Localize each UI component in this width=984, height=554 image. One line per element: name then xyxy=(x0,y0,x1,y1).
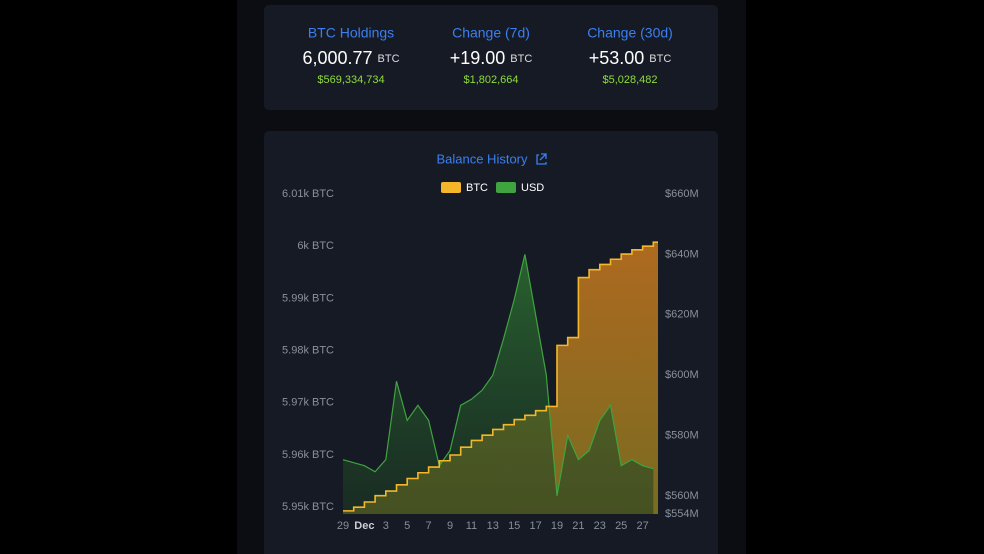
legend-label: BTC xyxy=(466,182,488,194)
value: 6,000.77 xyxy=(302,48,372,68)
y-tick-label: 5.95k BTC xyxy=(282,501,334,513)
x-tick-label: 25 xyxy=(615,520,627,532)
stat-value: +19.00 BTC xyxy=(450,48,533,68)
chart-title[interactable]: Balance History xyxy=(436,151,528,166)
unit: BTC xyxy=(510,53,532,65)
y2-tick-label: $554M xyxy=(665,508,699,520)
stats-card xyxy=(264,5,718,110)
y-tick-label: 6k BTC xyxy=(297,240,334,252)
stat-value: +53.00 BTC xyxy=(589,48,672,68)
unit: BTC xyxy=(378,53,400,65)
area xyxy=(343,242,658,514)
x-tick-label: 17 xyxy=(529,520,541,532)
x-tick-label: Dec xyxy=(354,520,374,532)
y2-tick-label: $600M xyxy=(665,369,699,381)
x-tick-label: 23 xyxy=(594,520,606,532)
y2-tick-label: $580M xyxy=(665,429,699,441)
x-tick-label: 9 xyxy=(447,520,453,532)
y-tick-label: 5.98k BTC xyxy=(282,345,334,357)
x-tick-label: 27 xyxy=(636,520,648,532)
stat-usd: $5,028,482 xyxy=(602,74,657,86)
stat-label: Change (7d) xyxy=(452,25,530,41)
y-tick-label: 5.96k BTC xyxy=(282,449,334,461)
y-tick-label: 6.01k BTC xyxy=(282,188,334,200)
line xyxy=(343,241,658,512)
stat-usd: $1,802,664 xyxy=(463,74,518,86)
x-tick-label: 11 xyxy=(466,520,477,532)
x-tick-label: 29 xyxy=(337,520,349,532)
stat-label: Change (30d) xyxy=(587,25,673,41)
stat-usd: $569,334,734 xyxy=(317,74,384,86)
y2-tick-label: $560M xyxy=(665,490,699,502)
line xyxy=(342,254,654,496)
x-tick-label: 3 xyxy=(383,520,389,532)
external-icon[interactable] xyxy=(536,153,547,165)
y-tick-label: 5.97k BTC xyxy=(282,397,334,409)
unit: BTC xyxy=(649,53,671,65)
stat-value: 6,000.77 BTC xyxy=(302,48,399,68)
legend-swatch xyxy=(496,182,516,193)
value: +53.00 xyxy=(589,48,645,68)
legend-label: USD xyxy=(521,182,544,194)
x-tick-label: 21 xyxy=(572,520,584,532)
stat-label: BTC Holdings xyxy=(308,25,394,41)
legend-swatch xyxy=(441,182,461,193)
y-tick-label: 5.99k BTC xyxy=(282,292,334,304)
y2-tick-label: $660M xyxy=(665,188,699,200)
y2-tick-label: $640M xyxy=(665,248,699,260)
x-tick-label: 15 xyxy=(508,520,520,532)
x-tick-label: 19 xyxy=(551,520,563,532)
x-tick-label: 13 xyxy=(487,520,499,532)
area xyxy=(343,254,654,514)
x-tick-label: 5 xyxy=(404,520,410,532)
y2-tick-label: $620M xyxy=(665,309,699,321)
value: +19.00 xyxy=(450,48,506,68)
x-tick-label: 7 xyxy=(426,520,432,532)
